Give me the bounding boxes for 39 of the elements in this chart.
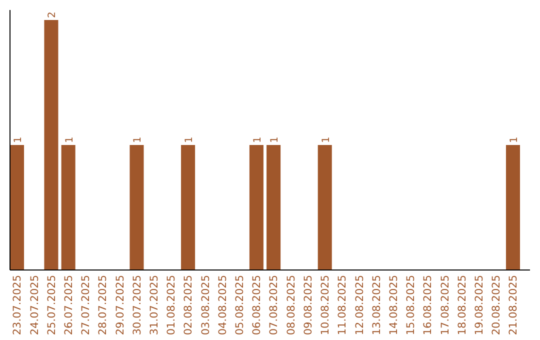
- data-label: 1: [270, 136, 281, 143]
- x-tick-label: 16.08.2025: [422, 275, 434, 336]
- x-tick-label: 19.08.2025: [473, 275, 486, 336]
- x-tick-label: 28.07.2025: [97, 275, 110, 336]
- x-tick-label: 13.08.2025: [370, 275, 383, 336]
- x-tick-label: 17.08.2025: [439, 275, 452, 336]
- x-tick-label: 23.07.2025: [12, 275, 24, 336]
- x-tick-label: 08.08.2025: [285, 275, 298, 336]
- x-tick-label: 09.08.2025: [302, 275, 314, 336]
- x-tick-label: 30.07.2025: [131, 275, 144, 336]
- x-tick-label: 20.08.2025: [490, 275, 503, 336]
- x-tick-label: 11.08.2025: [336, 275, 349, 336]
- data-label: 1: [132, 136, 144, 143]
- x-tick-label: 05.08.2025: [234, 275, 246, 336]
- data-label: 2: [47, 12, 58, 18]
- x-tick-label: 24.07.2025: [28, 275, 41, 336]
- x-tick-label: 03.08.2025: [200, 275, 212, 336]
- x-tick-label: 26.07.2025: [62, 275, 75, 336]
- x-tick-label: 25.07.2025: [46, 275, 58, 336]
- x-tick-label: 14.08.2025: [388, 275, 400, 336]
- data-label: 1: [13, 136, 24, 143]
- x-tick-label: 29.07.2025: [114, 275, 126, 336]
- x-tick-label: 18.08.2025: [456, 275, 468, 336]
- x-tick-label: 07.08.2025: [268, 275, 280, 336]
- x-tick-label: 27.07.2025: [80, 275, 92, 336]
- data-label: 1: [252, 136, 264, 143]
- x-tick-label: 12.08.2025: [354, 275, 366, 336]
- x-tick-label: 01.08.2025: [166, 275, 178, 336]
- data-label: 1: [320, 136, 332, 143]
- x-tick-label: 31.07.2025: [148, 275, 161, 336]
- x-tick-label: 10.08.2025: [320, 275, 332, 336]
- data-label: 1: [64, 136, 76, 143]
- x-tick-label: 04.08.2025: [216, 275, 229, 336]
- data-label: 1: [184, 136, 196, 143]
- data-label: 1: [508, 136, 520, 143]
- x-tick-label: 15.08.2025: [405, 275, 418, 336]
- x-tick-label: 06.08.2025: [251, 275, 264, 336]
- x-tick-label: 02.08.2025: [182, 275, 195, 336]
- x-tick-label: 21.08.2025: [508, 275, 520, 336]
